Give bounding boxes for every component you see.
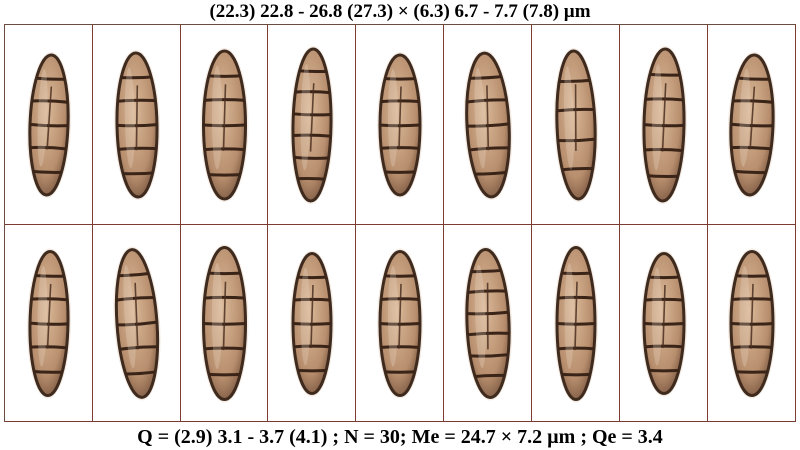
spore-image [26,248,72,399]
size-caption: (22.3) 22.8 - 26.8 (27.3) × (6.3) 6.7 - … [209,1,591,22]
spore-image-frame [708,225,796,422]
spore-image [554,244,598,403]
spore-image [26,52,72,198]
spore-image [377,52,423,198]
spore-image [728,248,776,399]
spore-image-frame [532,25,620,225]
spore-image [200,48,249,202]
spore-image [553,48,599,202]
spore-image-frame [356,225,444,422]
spore-image-frame [268,225,356,422]
spore-image [463,246,513,401]
spore-image-frame [620,25,708,225]
spore-image [290,250,334,397]
spore-image [289,46,335,204]
spore-image-frame [620,225,708,422]
spore-image [113,50,161,200]
spore-image-frame [181,225,268,422]
spore-image-frame [93,25,181,225]
spore-image-frame [444,225,532,422]
spore-image-frame [93,225,181,422]
spore-image [727,52,777,198]
spore-image-frame [708,25,796,225]
spore-image-frame [356,25,444,225]
spore-image-frame [532,225,620,422]
spore-image-frame [181,25,268,225]
spore-image [463,50,513,200]
spore-image-frame [268,25,356,225]
spore-image [113,246,161,401]
spore-image [200,244,249,403]
spore-image [377,248,423,399]
spore-image-frame [444,25,532,225]
spore-photo-plate [4,24,796,422]
spore-image-frame [5,25,93,225]
spore-image-frame [5,225,93,422]
spore-image [641,250,687,397]
statistics-caption: Q = (2.9) 3.1 - 3.7 (4.1) ; N = 30; Me =… [137,426,663,448]
spore-image [640,46,688,204]
